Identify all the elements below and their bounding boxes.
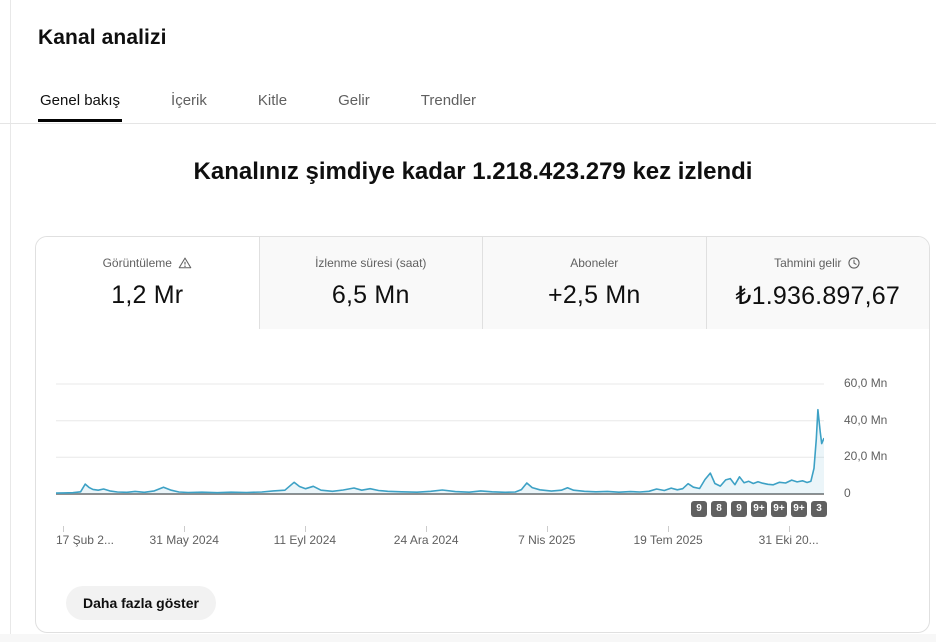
metric-card-watch-time[interactable]: İzlenme süresi (saat) 6,5 Mn: [258, 237, 482, 329]
upload-count-badge[interactable]: 9+: [751, 501, 767, 517]
views-series-line: [55, 408, 825, 494]
tab-kitle[interactable]: Kitle: [257, 92, 288, 109]
content-left-divider: [10, 0, 11, 642]
metric-tabs-row: Görüntüleme 1,2 Mr İzlenme süresi (saat)…: [36, 237, 929, 329]
y-tick-label: 0: [844, 486, 851, 500]
clock-icon: [847, 256, 861, 270]
x-tick-label: 11 Eyl 2024: [273, 533, 337, 547]
x-tick-mark: [304, 526, 306, 532]
page-footer-strip: [0, 634, 936, 642]
metric-value-subscribers: +2,5 Mn: [548, 281, 641, 309]
x-tick-mark: [62, 526, 64, 532]
x-tick-mark: [546, 526, 548, 532]
upload-count-badge[interactable]: 9+: [771, 501, 787, 517]
metric-value-watch-time: 6,5 Mn: [331, 281, 410, 309]
x-tick-mark: [788, 526, 790, 532]
tab-genel-bakis[interactable]: Genel bakış: [38, 84, 123, 122]
analytics-tabbar: Genel bakış İçerik Kitle Gelir Trendler: [0, 84, 936, 124]
metric-card-views[interactable]: Görüntüleme 1,2 Mr: [36, 237, 259, 329]
metric-card-subscribers[interactable]: Aboneler +2,5 Mn: [482, 237, 706, 329]
views-series-area: [56, 409, 824, 494]
warning-icon: [178, 256, 192, 270]
x-tick-label: 24 Ara 2024: [393, 533, 459, 547]
upload-count-badge[interactable]: 9: [691, 501, 707, 517]
x-tick-label: 31 May 2024: [149, 533, 219, 547]
metric-label-subscribers: Aboneler: [570, 256, 619, 270]
x-tick-mark: [426, 526, 428, 532]
x-tick-label: 7 Nis 2025: [518, 533, 576, 547]
tab-gelir[interactable]: Gelir: [338, 92, 370, 109]
tab-icerik[interactable]: İçerik: [171, 92, 207, 109]
views-line-chart[interactable]: [55, 376, 825, 496]
page-title: Kanal analizi: [38, 26, 167, 49]
metric-label-views: Görüntüleme: [102, 256, 172, 270]
tab-trendler[interactable]: Trendler: [420, 92, 477, 109]
analytics-card: Görüntüleme 1,2 Mr İzlenme süresi (saat)…: [35, 236, 930, 633]
show-more-button[interactable]: Daha fazla göster: [66, 586, 216, 620]
y-tick-label: 60,0 Mn: [844, 376, 888, 390]
views-chart-area: 60,0 Mn 40,0 Mn 20,0 Mn 0 9 8 9 9+ 9+ 9+ 3 17 Şub…: [36, 329, 929, 632]
metric-value-views: 1,2 Mr: [111, 281, 184, 309]
x-tick-label: 17 Şub 2...: [55, 533, 114, 547]
metric-card-revenue[interactable]: Tahmini gelir ₺1.936.897,67: [705, 237, 929, 329]
upload-count-badge[interactable]: 9: [731, 501, 747, 517]
metric-label-revenue: Tahmini gelir: [774, 256, 842, 270]
upload-count-badge[interactable]: 8: [711, 501, 727, 517]
upload-count-badge[interactable]: 3: [811, 501, 827, 517]
y-tick-label: 20,0 Mn: [844, 449, 888, 464]
metric-label-watch-time: İzlenme süresi (saat): [315, 256, 427, 270]
total-views-headline: Kanalınız şimdiye kadar 1.218.423.279 ke…: [193, 158, 753, 185]
metric-value-revenue: ₺1.936.897,67: [735, 282, 900, 310]
upload-count-badge[interactable]: 9+: [791, 501, 807, 517]
upload-badges-row: 9 8 9 9+ 9+ 9+ 3: [691, 501, 827, 517]
x-tick-mark: [184, 526, 186, 532]
x-tick-mark: [668, 526, 670, 532]
x-tick-label: 31 Eki 20...: [758, 533, 819, 547]
y-tick-label: 40,0 Mn: [844, 412, 888, 427]
x-tick-label: 19 Tem 2025: [633, 533, 703, 547]
